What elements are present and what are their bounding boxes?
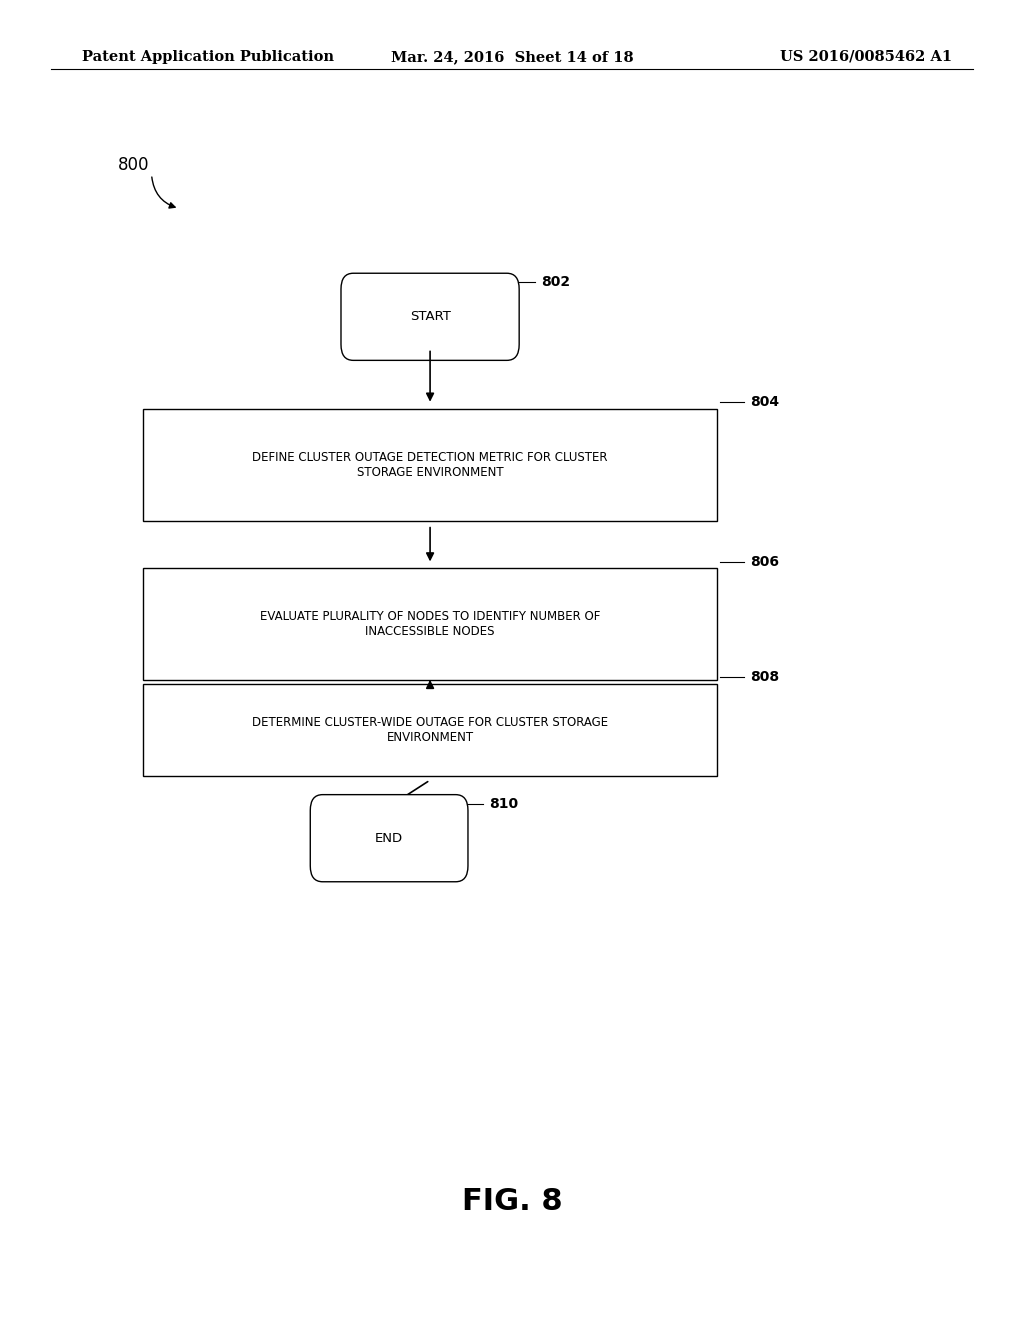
Text: US 2016/0085462 A1: US 2016/0085462 A1 (780, 50, 952, 63)
Text: 804: 804 (751, 395, 779, 409)
Text: DEFINE CLUSTER OUTAGE DETECTION METRIC FOR CLUSTER
STORAGE ENVIRONMENT: DEFINE CLUSTER OUTAGE DETECTION METRIC F… (252, 450, 608, 479)
FancyBboxPatch shape (341, 273, 519, 360)
Text: END: END (375, 832, 403, 845)
Text: Patent Application Publication: Patent Application Publication (82, 50, 334, 63)
Bar (143, 684, 717, 776)
Text: DETERMINE CLUSTER-WIDE OUTAGE FOR CLUSTER STORAGE
ENVIRONMENT: DETERMINE CLUSTER-WIDE OUTAGE FOR CLUSTE… (252, 715, 608, 744)
Text: FIG. 8: FIG. 8 (462, 1187, 562, 1216)
Bar (143, 409, 717, 520)
Text: START: START (410, 310, 451, 323)
Text: 808: 808 (751, 671, 779, 684)
Text: 810: 810 (489, 797, 518, 810)
Text: EVALUATE PLURALITY OF NODES TO IDENTIFY NUMBER OF
INACCESSIBLE NODES: EVALUATE PLURALITY OF NODES TO IDENTIFY … (260, 610, 600, 639)
FancyBboxPatch shape (310, 795, 468, 882)
Text: Mar. 24, 2016  Sheet 14 of 18: Mar. 24, 2016 Sheet 14 of 18 (391, 50, 633, 63)
Text: 802: 802 (541, 276, 569, 289)
Text: 800: 800 (118, 156, 150, 174)
Text: 806: 806 (751, 554, 779, 569)
Bar (143, 568, 717, 681)
